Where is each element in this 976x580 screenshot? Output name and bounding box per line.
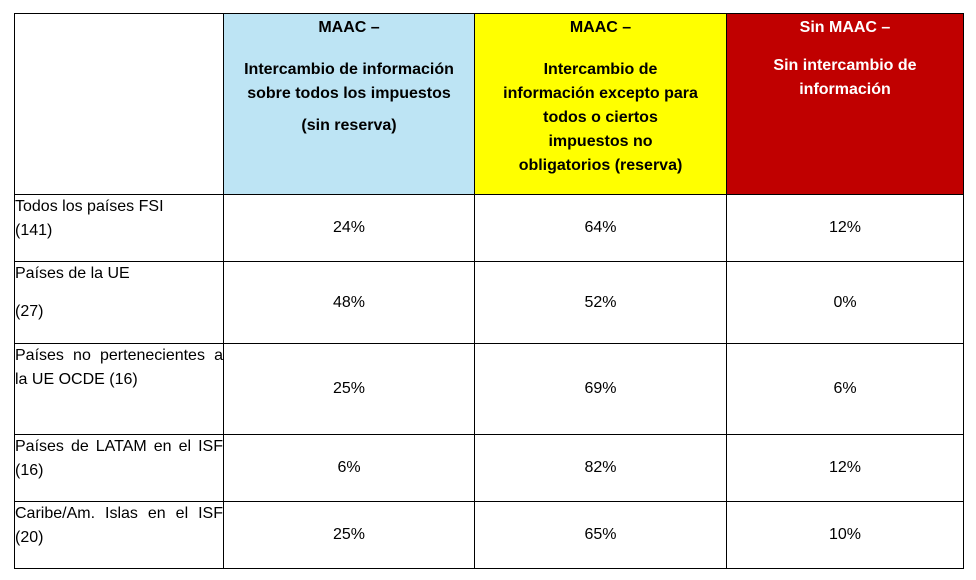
table-row: Países no pertenecientes a la UE OCDE (1… bbox=[14, 343, 964, 435]
table-row: Caribe/Am. Islas en el ISF (20) 25% 65% … bbox=[14, 501, 964, 569]
row-label: Todos los países FSI (141) bbox=[14, 194, 224, 262]
row-label-line: (27) bbox=[15, 303, 44, 320]
row-label-line: (141) bbox=[15, 222, 53, 239]
value-cell: 6% bbox=[726, 343, 964, 435]
header-empty-cell bbox=[14, 13, 224, 195]
value-cell: 6% bbox=[223, 434, 475, 502]
row-label: Países no pertenecientes a la UE OCDE (1… bbox=[14, 343, 224, 435]
value-cell: 82% bbox=[474, 434, 727, 502]
row-label-line: Países de la UE bbox=[15, 265, 130, 282]
header-maac-reservation: MAAC – Intercambio de información except… bbox=[474, 13, 727, 195]
value-cell: 25% bbox=[223, 501, 475, 569]
value-cell: 65% bbox=[474, 501, 727, 569]
value-cell: 12% bbox=[726, 194, 964, 262]
value-cell: 0% bbox=[726, 261, 964, 344]
value-cell: 48% bbox=[223, 261, 475, 344]
table-header-row: MAAC – Intercambio de información sobre … bbox=[14, 13, 964, 195]
row-label: Países de LATAM en el ISF (16) bbox=[14, 434, 224, 502]
header-title: Sin MAAC – bbox=[799, 19, 891, 36]
header-title: MAAC – bbox=[569, 19, 632, 36]
table-row: Todos los países FSI (141) 24% 64% 12% bbox=[14, 194, 964, 262]
header-description: Intercambio de información excepto para … bbox=[503, 61, 698, 174]
header-description: Sin intercambio de información bbox=[773, 57, 917, 98]
maac-comparison-table: MAAC – Intercambio de información sobre … bbox=[14, 13, 964, 569]
value-cell: 69% bbox=[474, 343, 727, 435]
row-label: Caribe/Am. Islas en el ISF (20) bbox=[14, 501, 224, 569]
header-title: MAAC – bbox=[318, 19, 380, 36]
header-no-maac: Sin MAAC – Sin intercambio de informació… bbox=[726, 13, 964, 195]
table-row: Países de LATAM en el ISF (16) 6% 82% 12… bbox=[14, 434, 964, 502]
value-cell: 25% bbox=[223, 343, 475, 435]
header-note: (sin reserva) bbox=[301, 117, 397, 134]
value-cell: 12% bbox=[726, 434, 964, 502]
header-maac-no-reservation: MAAC – Intercambio de información sobre … bbox=[223, 13, 475, 195]
value-cell: 24% bbox=[223, 194, 475, 262]
value-cell: 52% bbox=[474, 261, 727, 344]
value-cell: 64% bbox=[474, 194, 727, 262]
row-label: Países de la UE (27) bbox=[14, 261, 224, 344]
table-row: Países de la UE (27) 48% 52% 0% bbox=[14, 261, 964, 344]
row-label-line: Todos los países FSI bbox=[15, 198, 164, 215]
header-description: Intercambio de información sobre todos l… bbox=[244, 61, 454, 102]
value-cell: 10% bbox=[726, 501, 964, 569]
